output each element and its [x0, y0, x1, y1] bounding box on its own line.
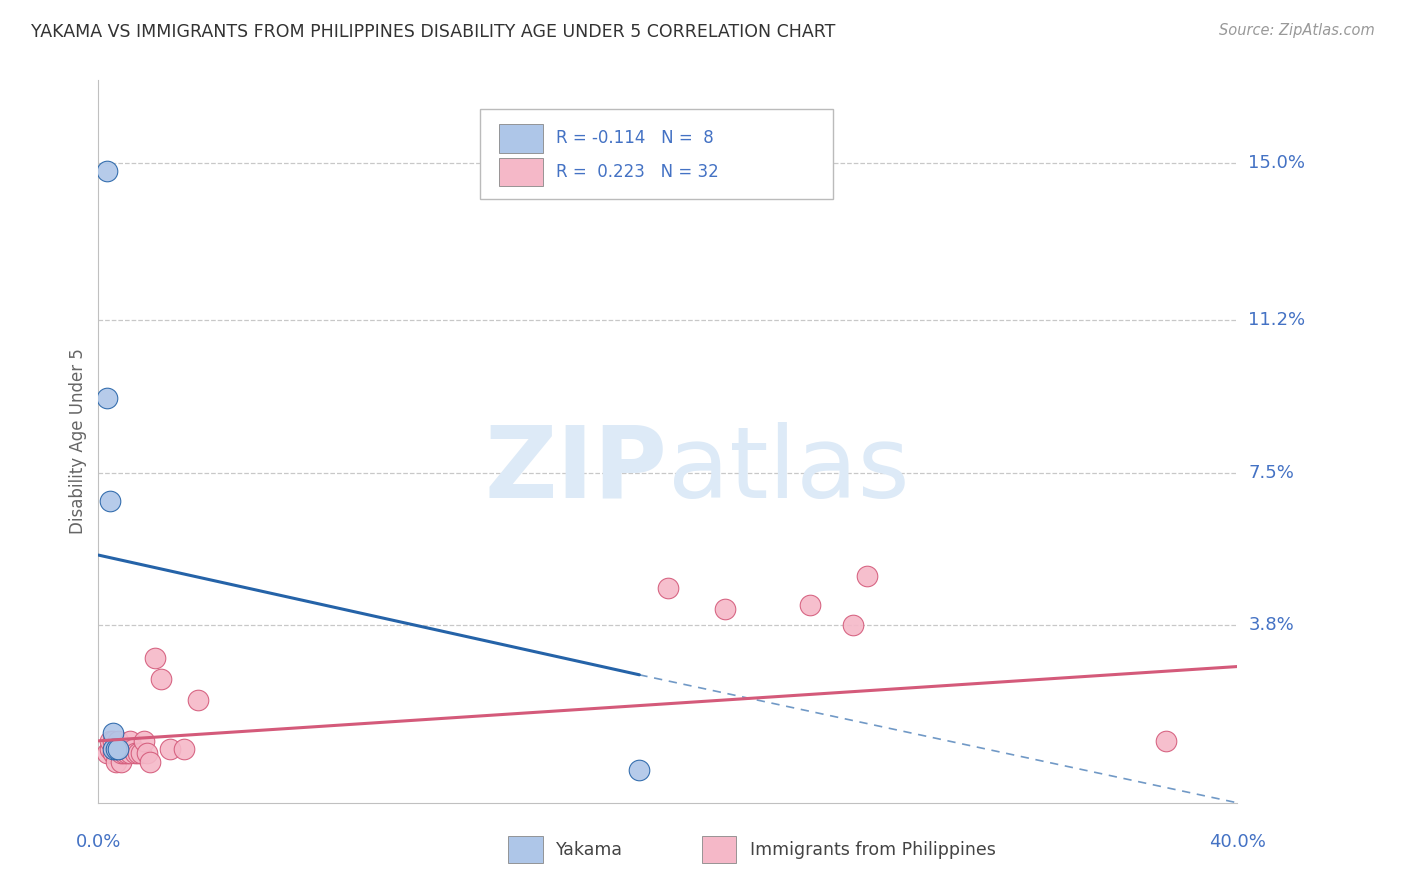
Text: R = -0.114   N =  8: R = -0.114 N = 8: [557, 129, 714, 147]
Point: [138, 755, 160, 769]
Text: 0.0%: 0.0%: [76, 833, 121, 851]
Point: [115, 746, 138, 760]
Point: [98, 494, 121, 508]
Text: R =  0.223   N = 32: R = 0.223 N = 32: [557, 163, 718, 181]
Y-axis label: Disability Age Under 5: Disability Age Under 5: [69, 349, 87, 534]
Point: [101, 742, 124, 756]
Point: [107, 742, 129, 756]
Point: [173, 742, 195, 756]
Point: [101, 725, 124, 739]
Text: Source: ZipAtlas.com: Source: ZipAtlas.com: [1219, 23, 1375, 38]
Point: [145, 651, 167, 665]
Bar: [702, 836, 737, 863]
Text: YAKAMA VS IMMIGRANTS FROM PHILIPPINES DISABILITY AGE UNDER 5 CORRELATION CHART: YAKAMA VS IMMIGRANTS FROM PHILIPPINES DI…: [31, 23, 835, 41]
Bar: [499, 124, 543, 153]
Point: [799, 598, 821, 612]
Point: [856, 568, 879, 582]
Text: Immigrants from Philippines: Immigrants from Philippines: [749, 841, 995, 859]
Point: [96, 391, 118, 405]
Point: [98, 742, 121, 756]
Point: [127, 746, 149, 760]
Point: [657, 581, 679, 595]
Point: [110, 746, 132, 760]
Point: [104, 755, 127, 769]
Point: [121, 742, 143, 756]
Text: Yakama: Yakama: [557, 841, 623, 859]
Point: [135, 746, 157, 760]
Point: [118, 746, 141, 760]
Point: [104, 746, 127, 760]
Point: [187, 692, 209, 706]
Text: 7.5%: 7.5%: [1249, 464, 1295, 482]
Point: [104, 742, 127, 756]
Bar: [499, 158, 543, 186]
Point: [132, 734, 155, 748]
Point: [159, 742, 181, 756]
Point: [96, 164, 118, 178]
Point: [124, 746, 146, 760]
Point: [714, 601, 737, 615]
Text: 3.8%: 3.8%: [1249, 616, 1294, 634]
Point: [842, 618, 865, 632]
Point: [118, 734, 141, 748]
Point: [101, 734, 124, 748]
Point: [107, 734, 129, 748]
Point: [101, 746, 124, 760]
Point: [628, 763, 651, 777]
Point: [1154, 734, 1177, 748]
Point: [129, 746, 152, 760]
Text: 40.0%: 40.0%: [1209, 833, 1265, 851]
Bar: [509, 836, 543, 863]
Text: atlas: atlas: [668, 422, 910, 519]
Point: [112, 746, 135, 760]
Point: [96, 746, 118, 760]
Point: [110, 755, 132, 769]
Point: [150, 672, 173, 686]
Text: 15.0%: 15.0%: [1249, 153, 1305, 172]
FancyBboxPatch shape: [479, 109, 832, 200]
Text: ZIP: ZIP: [485, 422, 668, 519]
Point: [98, 734, 121, 748]
Text: 11.2%: 11.2%: [1249, 310, 1306, 329]
